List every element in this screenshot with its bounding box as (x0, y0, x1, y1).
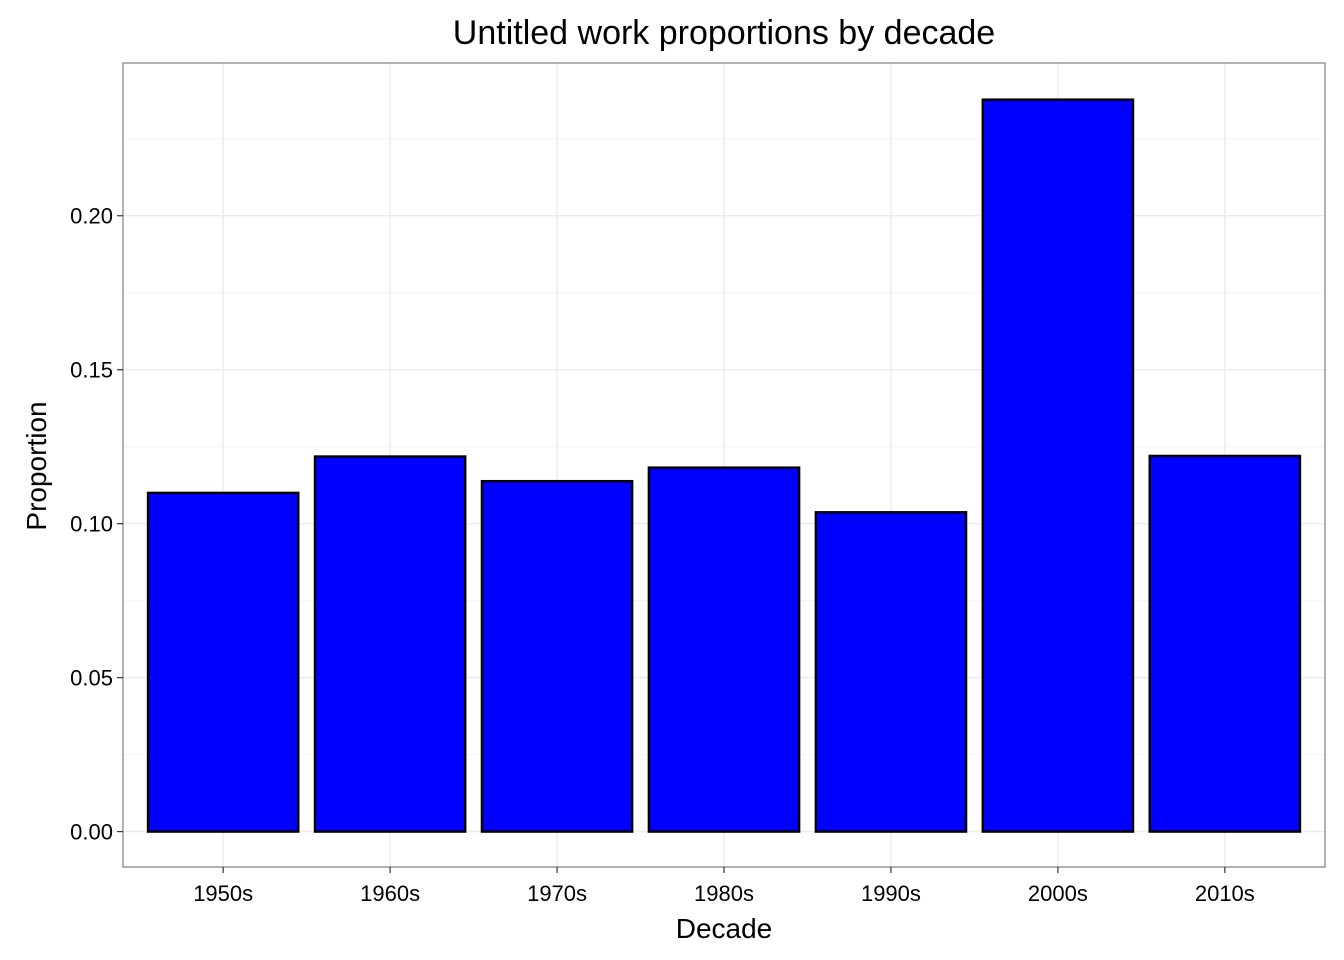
chart-title: Untitled work proportions by decade (453, 14, 995, 52)
x-ticks: 1950s 1960s 1970s 1980s 1990s 2000s 2010s (193, 867, 1255, 906)
y-axis-title: Proportion (21, 401, 52, 530)
x-tick-label: 1980s (694, 881, 754, 906)
bar-1960s (313, 455, 467, 833)
y-tick-label: 0.00 (70, 820, 113, 845)
bar-1950s (146, 491, 300, 833)
y-tick-label: 0.10 (70, 512, 113, 537)
y-ticks: 0.00 0.05 0.10 0.15 0.20 (70, 204, 123, 845)
x-tick-label: 1950s (193, 881, 253, 906)
x-tick-label: 1970s (527, 881, 587, 906)
bar-1980s (647, 466, 801, 833)
x-tick-label: 2010s (1195, 881, 1255, 906)
bar-2000s (981, 98, 1135, 833)
y-tick-label: 0.20 (70, 204, 113, 229)
bar-1990s (814, 511, 968, 833)
y-tick-label: 0.05 (70, 666, 113, 691)
x-tick-label: 2000s (1028, 881, 1088, 906)
x-tick-label: 1990s (861, 881, 921, 906)
bars (146, 98, 1302, 833)
x-tick-label: 1960s (360, 881, 420, 906)
bar-1970s (480, 479, 634, 833)
y-tick-label: 0.15 (70, 358, 113, 383)
x-axis-title: Decade (676, 913, 773, 944)
bar-2010s (1148, 454, 1302, 833)
